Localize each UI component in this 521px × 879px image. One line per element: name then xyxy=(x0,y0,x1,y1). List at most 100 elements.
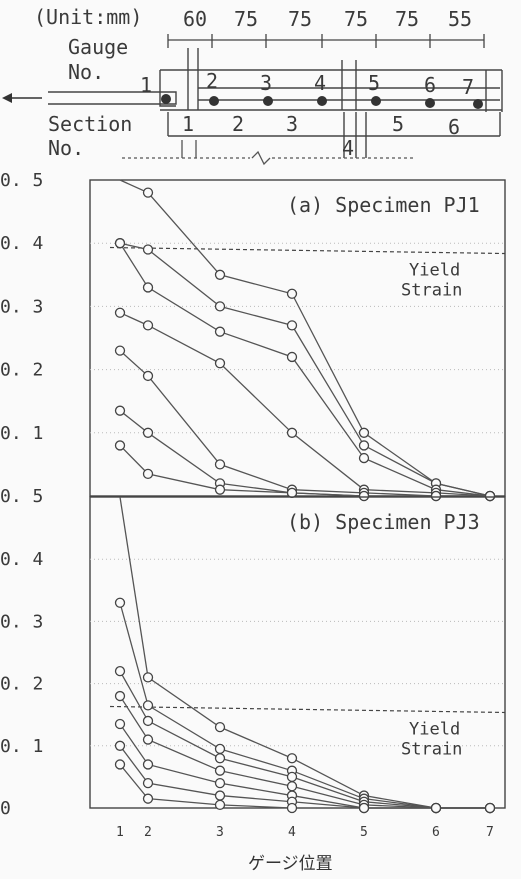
data-point xyxy=(114,718,126,730)
series-line xyxy=(119,350,490,497)
data-point xyxy=(358,440,370,451)
data-point xyxy=(286,487,298,498)
data-point xyxy=(114,666,126,677)
y-tick-label: 0. 1 xyxy=(0,423,43,444)
section-number: 5 xyxy=(392,112,404,136)
data-point xyxy=(214,358,226,369)
spacing-label: 75 xyxy=(234,7,258,31)
gauge-label: Gauge xyxy=(68,35,128,59)
data-point xyxy=(214,721,226,733)
data-point xyxy=(286,753,298,764)
data-point xyxy=(214,269,226,280)
data-point xyxy=(114,690,126,702)
data-point xyxy=(358,427,370,438)
data-point xyxy=(114,238,126,249)
plates xyxy=(48,48,503,158)
specimen-diagram: (Unit:mm) 60 75 75 75 75 55 Gauge No. xyxy=(2,5,503,166)
chart-pj1: 0. 5 0. 4 0. 3 0. 2 0. 1 0. 5 (a) Specimen PJ1… xyxy=(0,170,506,507)
gauge-number: 7 xyxy=(462,75,474,99)
chart-title: (a) Specimen PJ1 xyxy=(287,193,480,217)
data-point xyxy=(286,802,298,814)
data-point xyxy=(114,345,126,356)
series-line xyxy=(119,602,490,809)
data-point xyxy=(114,740,126,751)
yield-annotation: Strain xyxy=(401,739,462,759)
gauge-label: No. xyxy=(68,60,104,84)
plot-frame xyxy=(89,179,506,497)
data-point xyxy=(214,765,226,776)
x-tick-label: 3 xyxy=(216,825,224,840)
section-baseline xyxy=(122,140,416,166)
data-point xyxy=(214,743,226,755)
x-tick-label: 4 xyxy=(288,825,296,840)
section-number: 4 xyxy=(342,136,354,160)
chart-title: (b) Specimen PJ3 xyxy=(287,510,480,534)
gauge-number: 4 xyxy=(314,71,326,95)
section-number: 6 xyxy=(448,115,460,139)
data-point xyxy=(286,320,298,331)
data-point xyxy=(286,288,298,299)
data-point xyxy=(214,777,226,789)
data-point xyxy=(142,187,154,198)
data-point xyxy=(286,771,298,783)
section-number: 1 xyxy=(182,112,194,136)
data-point xyxy=(214,484,226,495)
series-line xyxy=(119,312,491,497)
gauge-dots xyxy=(161,94,483,109)
y-tick-label: 0. 2 xyxy=(0,360,43,381)
data-point xyxy=(484,802,496,814)
data-point xyxy=(142,244,154,255)
series-line xyxy=(119,179,491,497)
spacing-label: 60 xyxy=(183,7,207,31)
spacing-label: 75 xyxy=(395,7,419,31)
data-point xyxy=(114,440,126,451)
section-label: No. xyxy=(48,136,84,160)
data-point xyxy=(142,734,154,745)
data-point xyxy=(142,282,154,293)
data-point xyxy=(142,370,154,382)
data-point xyxy=(142,777,154,789)
gauge-number: 2 xyxy=(206,69,218,93)
data-point xyxy=(214,799,226,811)
gauge-number: 5 xyxy=(368,71,380,95)
load-arrow xyxy=(2,93,42,103)
data-point xyxy=(142,700,154,711)
gauge-number: 1 xyxy=(140,73,152,97)
x-axis-label: ゲージ位置 xyxy=(248,854,333,874)
y-tick-label: 0. 5 xyxy=(0,486,43,507)
yield-line xyxy=(109,246,506,255)
data-point xyxy=(214,301,226,312)
y-tick-label: 0. 2 xyxy=(0,674,43,695)
yield-annotation: Yield xyxy=(409,719,460,739)
yield-line xyxy=(109,705,506,714)
y-tick-label: 0. 3 xyxy=(0,611,43,632)
data-point xyxy=(142,759,154,770)
data-point xyxy=(214,459,226,470)
data-point xyxy=(114,405,126,416)
data-point xyxy=(430,490,442,502)
data-point xyxy=(358,802,370,814)
y-tick-label: 0. 3 xyxy=(0,296,43,317)
data-point xyxy=(142,672,154,683)
y-tick-label: 0. 5 xyxy=(0,170,43,191)
data-point xyxy=(214,326,226,337)
data-point xyxy=(286,781,298,792)
section-label: Section xyxy=(48,112,132,136)
section-number: 2 xyxy=(232,112,244,136)
y-tick-label: 0 xyxy=(0,798,11,819)
data-point xyxy=(358,452,370,464)
x-tick-label: 6 xyxy=(432,825,440,840)
data-point xyxy=(286,427,298,438)
y-tick-label: 0. 4 xyxy=(0,233,43,254)
gauge-number: 6 xyxy=(424,73,436,97)
data-point xyxy=(114,307,126,318)
data-point xyxy=(142,715,154,727)
chart-pj3: 0. 4 0. 3 0. 2 0. 1 0 (b) Specimen PJ3 YieldSt… xyxy=(0,496,506,840)
data-point xyxy=(142,793,154,804)
data-point xyxy=(114,597,126,608)
data-point xyxy=(358,490,370,502)
section-number: 3 xyxy=(286,112,298,136)
series-line xyxy=(119,496,490,809)
yield-annotation: Strain xyxy=(401,281,462,301)
data-point xyxy=(484,490,496,502)
